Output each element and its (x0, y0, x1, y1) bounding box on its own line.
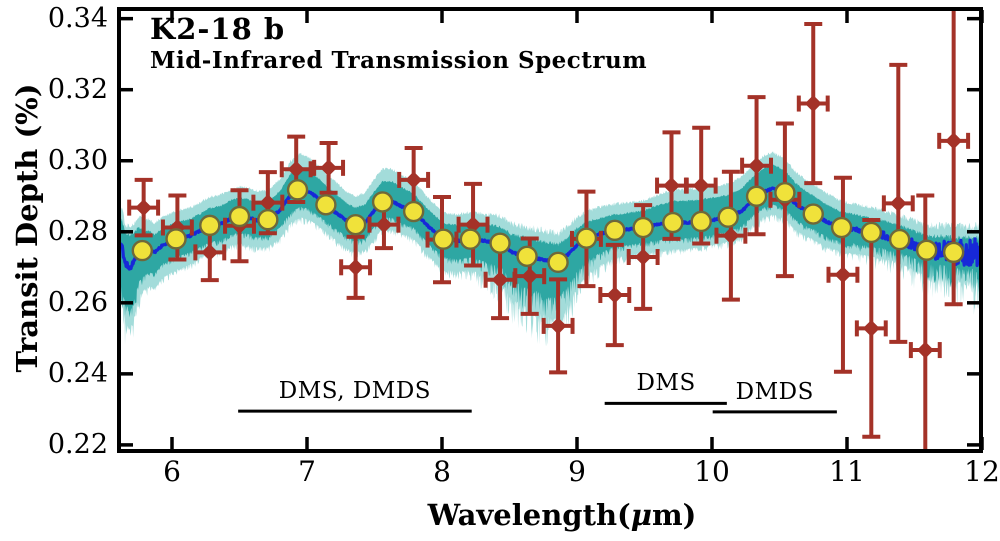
diamond-marker (945, 132, 963, 150)
x-tick-label: 11 (829, 455, 865, 488)
diamond-marker (804, 95, 822, 112)
binned-model-point (604, 219, 626, 242)
data-point-errorbar (714, 169, 748, 302)
x-tick-label: 7 (298, 455, 316, 488)
data-point-errorbar (456, 181, 490, 268)
diamond-marker (889, 194, 907, 212)
data-point-errorbar (740, 95, 773, 237)
binned-model-point (489, 232, 511, 254)
diamond-marker (916, 341, 934, 359)
x-axis-label-pre: Wavelength( (427, 498, 631, 532)
data-point-errorbar (339, 234, 373, 300)
binned-model-point (915, 239, 938, 261)
x-tick-label: 10 (694, 455, 730, 488)
binned-model-markers (131, 179, 965, 274)
x-axis-label-mu: μ (630, 498, 652, 532)
x-tick-label: 8 (433, 455, 451, 488)
diamond-marker (862, 319, 880, 337)
binned-model-point (459, 228, 482, 250)
data-point-errorbar (312, 140, 346, 195)
binned-model-point (199, 214, 221, 237)
annotation-dms-dmds: DMS, DMDS (278, 377, 432, 404)
y-tick-label: 0.30 (47, 144, 108, 176)
binned-model-point (774, 182, 796, 204)
binned-model-point (131, 239, 154, 262)
binned-model-point (315, 194, 337, 216)
axes (117, 7, 984, 453)
data-point-errorbar (513, 236, 547, 316)
binned-model-point (575, 227, 598, 249)
diamond-marker (135, 199, 153, 217)
diamond-marker (201, 243, 219, 261)
data-point-errorbar (127, 177, 161, 238)
binned-model-point (402, 200, 425, 223)
y-tick-label: 0.26 (47, 286, 108, 318)
binned-model-point (257, 208, 279, 231)
diamond-marker (491, 271, 509, 289)
y-tick-label: 0.22 (47, 428, 108, 460)
diamond-marker (692, 177, 710, 195)
data-point-errorbar (598, 242, 632, 348)
x-tick-label: 6 (163, 455, 181, 488)
y-tick-label: 0.32 (47, 73, 108, 105)
data-point-errorbar (854, 218, 888, 439)
x-tick-label: 9 (568, 455, 586, 488)
data-point-errorbar (826, 175, 860, 374)
binned-model-point (547, 251, 569, 274)
binned-model-point (165, 228, 187, 250)
diamond-marker (287, 160, 305, 178)
y-tick-label: 0.28 (47, 215, 108, 247)
diamond-marker (259, 194, 277, 212)
x-axis-label-post: m) (652, 498, 697, 532)
binned-model-point (717, 206, 739, 228)
diamond-marker (375, 216, 393, 234)
binned-model-point (344, 213, 367, 236)
y-tick-label: 0.34 (47, 2, 108, 34)
diamond-marker (521, 267, 539, 285)
diamond-marker (347, 258, 365, 276)
annotation-dmds: DMDS (735, 378, 814, 405)
diamond-marker (748, 157, 765, 175)
binned-model-point (860, 221, 882, 244)
y-tick-label: 0.24 (47, 357, 108, 389)
diamond-marker (663, 177, 680, 195)
plot-title: K2-18 b (150, 12, 286, 46)
diamond-marker (722, 227, 740, 245)
data-point-errorbar (796, 21, 830, 186)
y-axis-label: Transit Depth (%) (10, 83, 44, 373)
binned-model-point (632, 216, 654, 239)
x-tick-label: 12 (964, 455, 1000, 488)
binned-model-point (745, 185, 768, 207)
binned-model-point (830, 216, 853, 239)
binned-model-point (286, 179, 309, 201)
data-point-errorbar (881, 62, 915, 344)
confidence-bands (119, 151, 981, 347)
plot-frame (117, 7, 983, 453)
diamond-marker (834, 266, 852, 284)
binned-model-point (888, 228, 911, 251)
annotation-dms: DMS (636, 370, 696, 397)
binned-model-point (516, 245, 538, 267)
binned-model-point (802, 203, 824, 225)
annotation-lines (238, 401, 837, 414)
diamond-marker (405, 171, 423, 189)
binned-model-point (228, 205, 251, 228)
x-axis-label: Wavelength(μm) (428, 498, 697, 532)
diamond-marker (549, 317, 567, 335)
binned-model-point (432, 228, 455, 250)
binned-model-point (371, 191, 394, 213)
data-point-errorbar (541, 277, 575, 375)
plot-subtitle: Mid-Infrared Transmission Spectrum (150, 47, 648, 74)
diamond-marker (634, 248, 652, 266)
diamond-marker (606, 286, 624, 304)
diamond-marker (320, 159, 338, 177)
binned-model-point (662, 211, 684, 234)
binned-model-point (690, 210, 712, 233)
binned-model-point (942, 241, 965, 264)
